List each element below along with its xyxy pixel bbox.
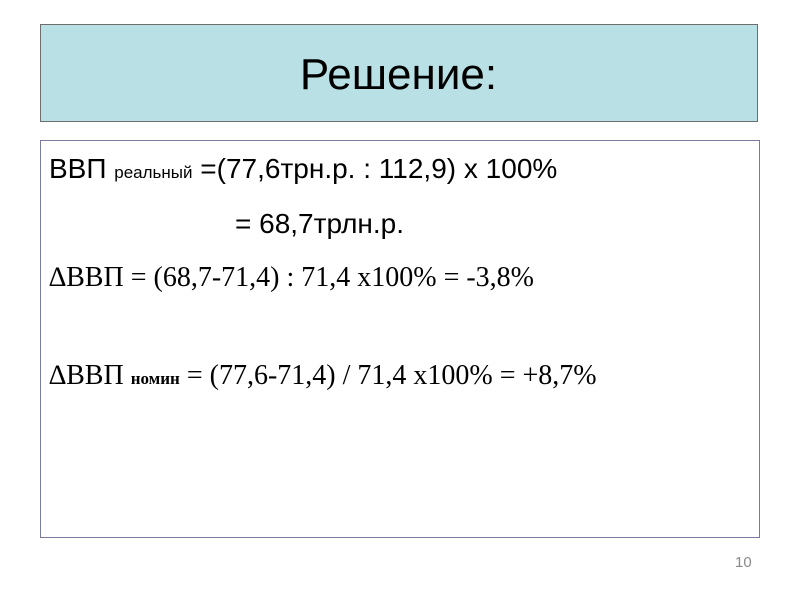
title-box: Решение: (40, 24, 758, 122)
real-gdp-formula: =(77,6трн.р. : 112,9) х 100% (200, 153, 558, 184)
gdp-label: ВВП (49, 153, 107, 184)
formula-line-real-gdp-change: ∆ВВП = (68,7-71,4) : 71,4 х100% = -3,8% (49, 262, 535, 293)
content-box: ВВП реальный =(77,6трн.р. : 112,9) х 100… (40, 140, 760, 538)
formula-line-real-gdp-result: = 68,7трлн.р. (235, 208, 404, 239)
page-number: 10 (735, 554, 752, 571)
formula-line-real-gdp: ВВП реальный =(77,6трн.р. : 112,9) х 100… (49, 155, 557, 183)
real-subscript: реальный (114, 163, 193, 182)
slide-title: Решение: (299, 50, 498, 99)
formula-line-nominal-gdp-change: ∆ВВП номин = (77,6-71,4) / 71,4 х100% = … (49, 362, 597, 390)
nominal-subscript: номин (130, 369, 180, 388)
nominal-gdp-formula: = (77,6-71,4) / 71,4 х100% = +8,7% (186, 360, 597, 391)
delta-gdp-label: ∆ВВП (49, 360, 124, 391)
